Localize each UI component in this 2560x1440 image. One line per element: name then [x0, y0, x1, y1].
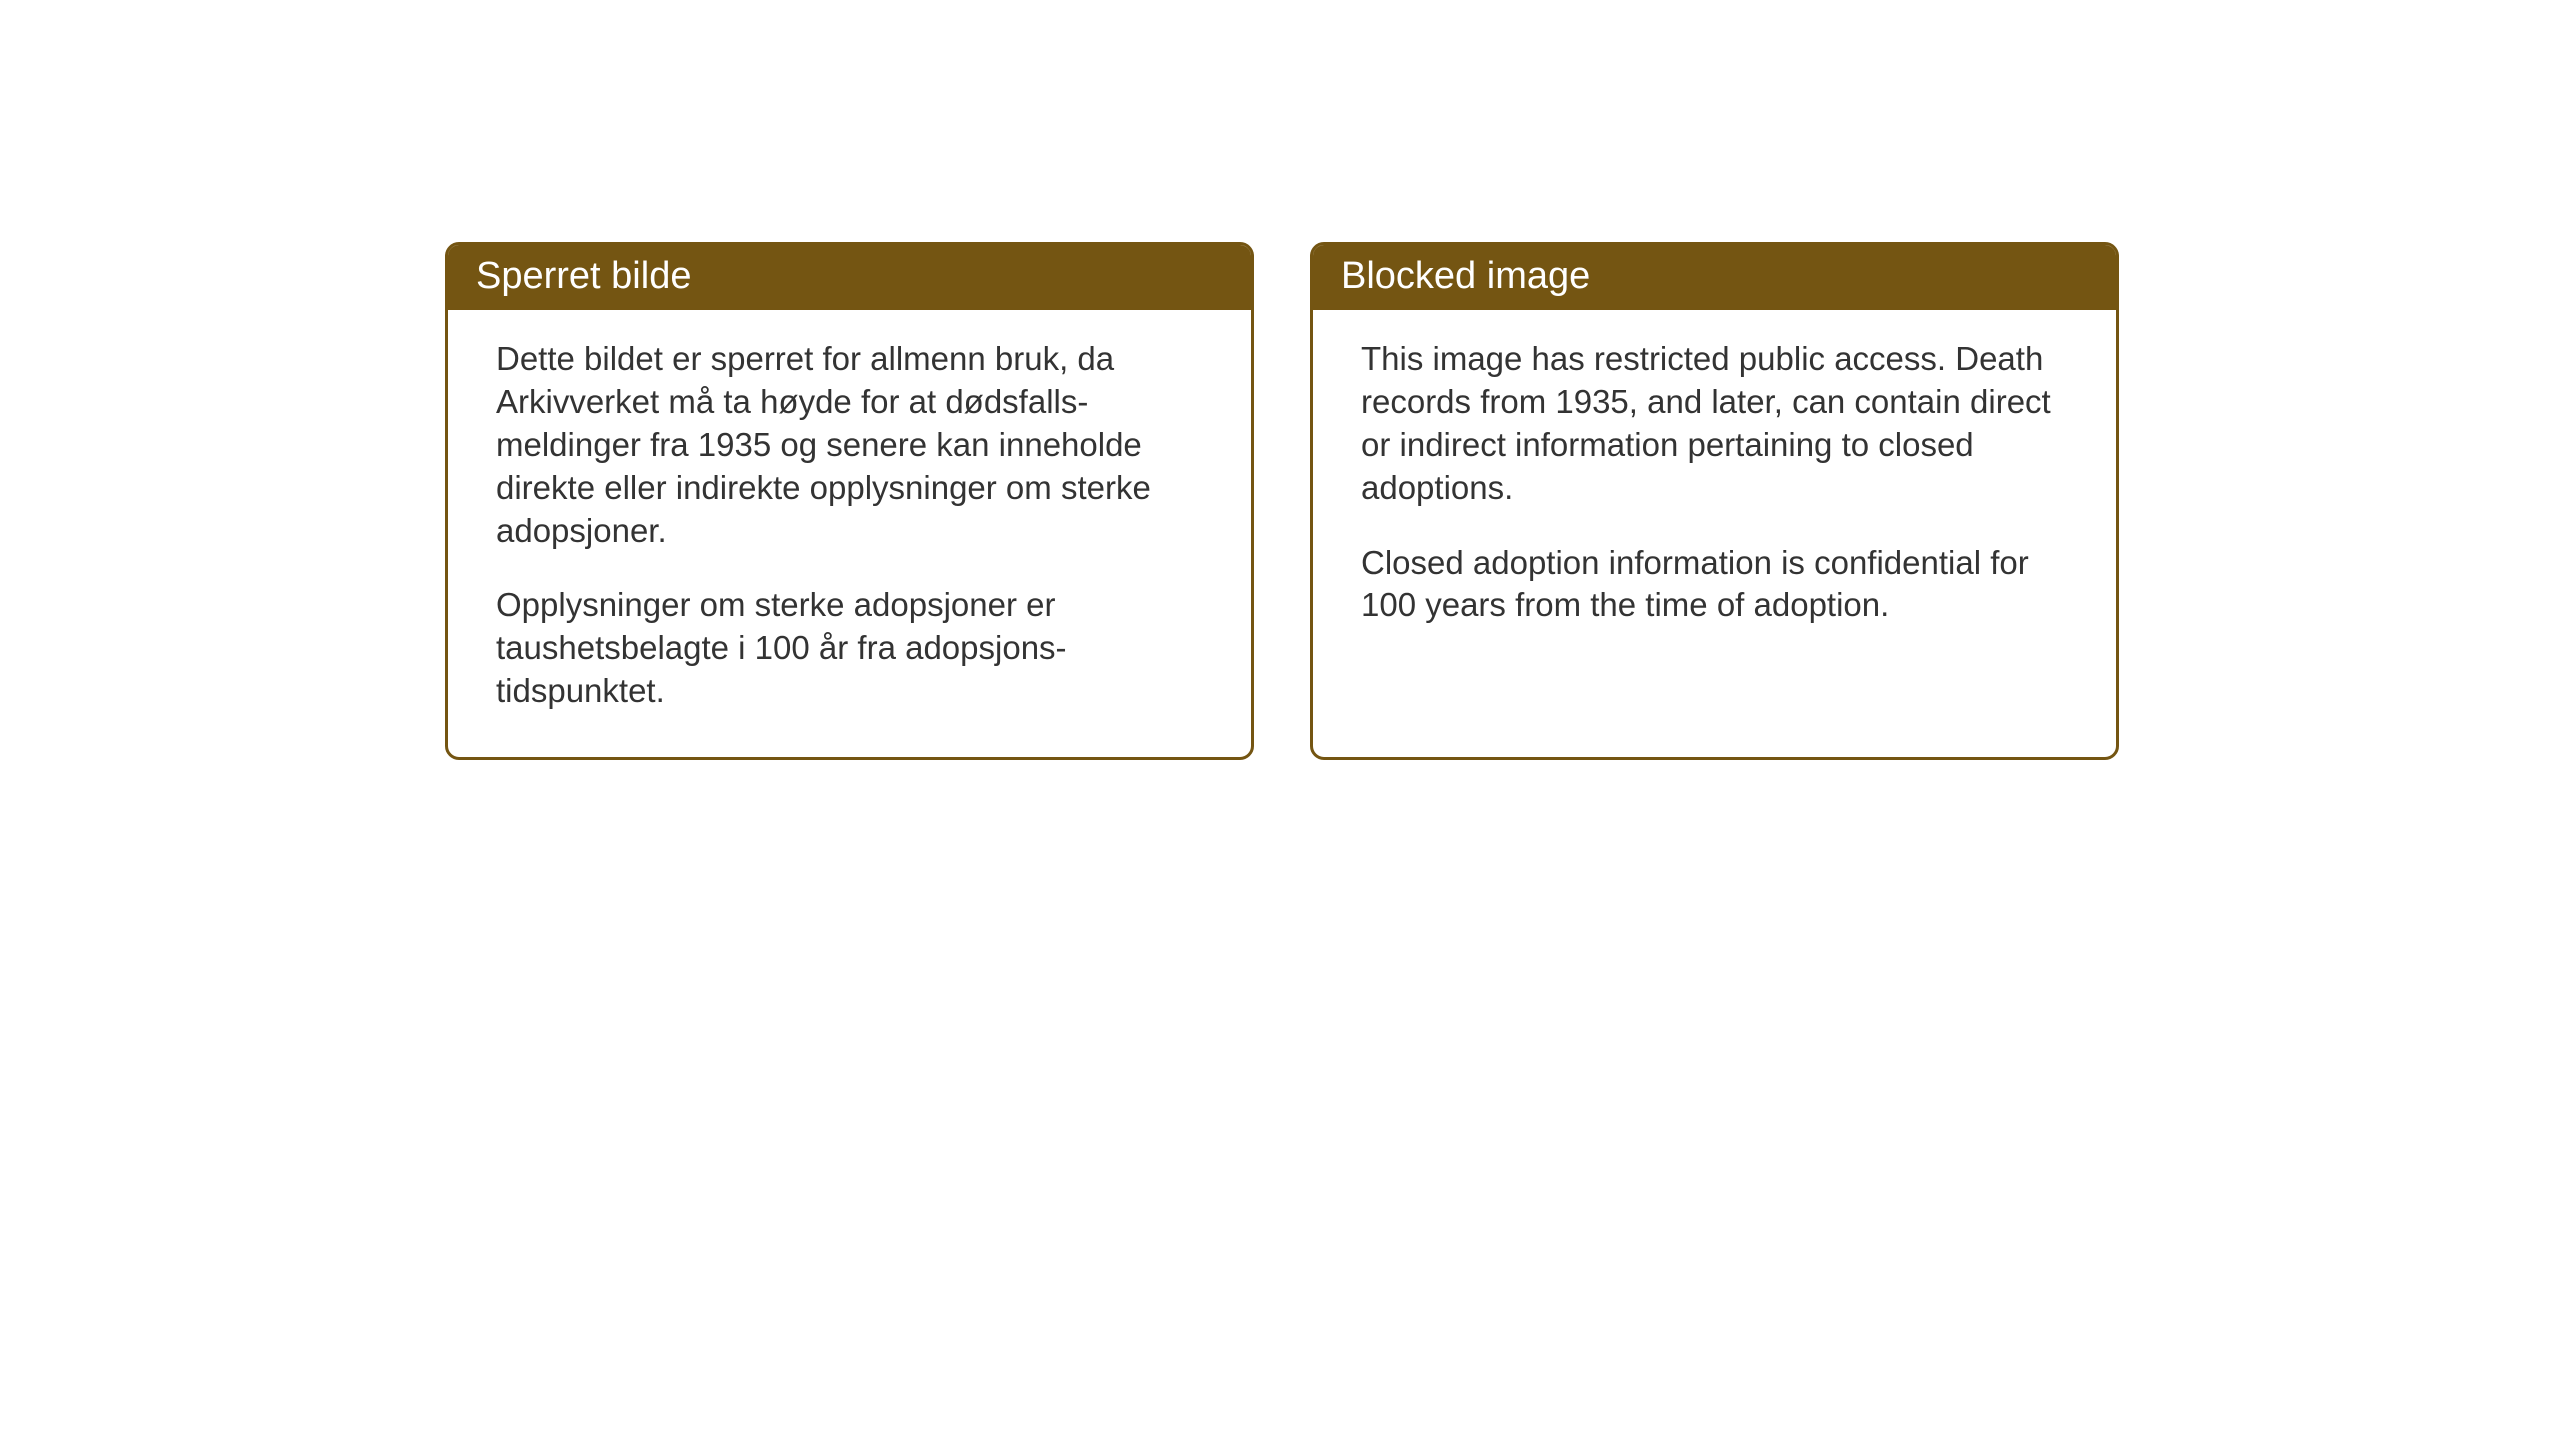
card-header-english: Blocked image: [1313, 245, 2116, 310]
card-title-english: Blocked image: [1341, 255, 1590, 297]
notice-card-english: Blocked image This image has restricted …: [1310, 242, 2119, 760]
card-body-english: This image has restricted public access.…: [1313, 310, 2116, 671]
card-paragraph-english-2: Closed adoption information is confident…: [1361, 542, 2068, 628]
card-body-norwegian: Dette bildet er sperret for allmenn bruk…: [448, 310, 1251, 757]
card-title-norwegian: Sperret bilde: [476, 255, 691, 297]
card-paragraph-norwegian-2: Opplysninger om sterke adopsjoner er tau…: [496, 584, 1203, 713]
notice-card-norwegian: Sperret bilde Dette bildet er sperret fo…: [445, 242, 1254, 760]
notice-container: Sperret bilde Dette bildet er sperret fo…: [445, 242, 2119, 760]
card-paragraph-english-1: This image has restricted public access.…: [1361, 338, 2068, 510]
card-header-norwegian: Sperret bilde: [448, 245, 1251, 310]
card-paragraph-norwegian-1: Dette bildet er sperret for allmenn bruk…: [496, 338, 1203, 552]
